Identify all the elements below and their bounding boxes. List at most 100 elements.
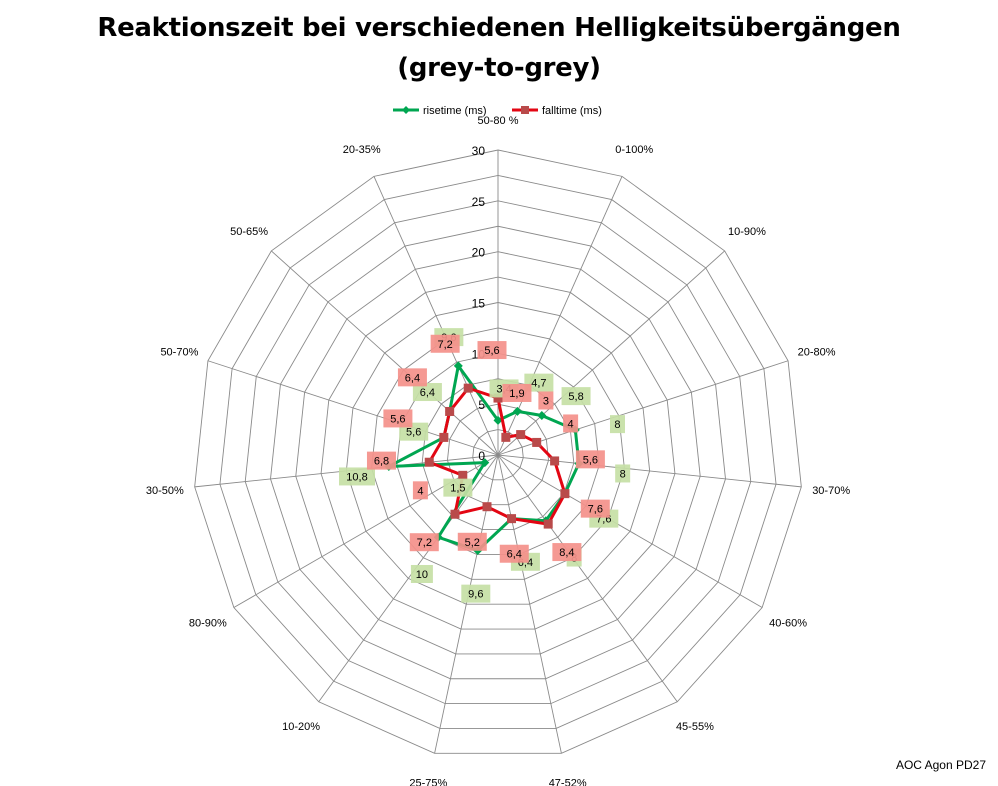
axis-tick-label: 15 [472, 297, 486, 311]
data-label-text: 4 [417, 485, 423, 497]
grid-spoke [497, 454, 562, 754]
data-label-risetime-ms-10-20: 10 [410, 564, 433, 583]
data-label-text: 3 [543, 395, 549, 407]
data-label-text: 1,9 [509, 388, 524, 400]
category-label-10-90: 10-90% [728, 226, 766, 238]
chart-title-line-2: (grey-to-grey) [397, 53, 601, 83]
data-label-bg [397, 368, 427, 387]
data-label-bg [561, 387, 591, 406]
data-label-risetime-ms-80-90: 1,5 [443, 478, 473, 497]
data-label-text: 6,4 [405, 372, 420, 384]
chart-title: Reaktionszeit bei verschiedenen Helligke… [0, 8, 998, 88]
category-label-30-50: 30-50% [146, 485, 184, 497]
grid-ring [396, 352, 600, 555]
data-label-bg [552, 543, 582, 562]
data-label-text: 10 [416, 569, 428, 581]
data-point-falltime-ms-30-70 [550, 456, 560, 466]
data-label-bg [430, 334, 460, 353]
data-point-falltime-ms-0-100 [501, 432, 511, 442]
legend-item-falltime-ms: falltime (ms) [512, 105, 602, 117]
legend-label: risetime (ms) [423, 105, 487, 117]
data-label-bg [580, 499, 610, 518]
data-point-risetime-ms-20-35 [453, 361, 463, 371]
data-label-text: 8,4 [559, 547, 574, 559]
data-label-text: 7,6 [588, 504, 603, 516]
grid-ring [270, 225, 726, 680]
grid-spoke [207, 360, 499, 456]
legend: risetime (ms) falltime (ms) [393, 105, 602, 117]
data-point-falltime-ms-50-65 [445, 406, 455, 416]
data-label-text: 5,6 [583, 454, 598, 466]
data-label-text: 6,4 [507, 549, 522, 561]
category-label-25-75: 25-75% [409, 778, 447, 786]
data-point-falltime-ms-20-80 [532, 437, 542, 447]
grid-ring [446, 403, 550, 506]
data-label-bg [609, 415, 625, 434]
data-label-bg [366, 451, 396, 470]
radial-axis-ticks: 051015202530 [472, 144, 486, 463]
axis-tick-label: 5 [478, 398, 485, 412]
grid-spoke [271, 250, 499, 456]
data-label-falltime-ms-30-70: 5,6 [575, 450, 605, 469]
legend-marker [521, 106, 529, 114]
grid-ring [219, 174, 777, 729]
data-label-bg [443, 478, 473, 497]
category-label-0-100: 0-100% [615, 144, 653, 156]
category-labels: 50-80 % 0-100% 10-90% 20-80% 30-70% 40-60% 45-… [146, 115, 850, 786]
axis-tick-label: 20 [472, 246, 486, 260]
data-label-text: 10,8 [346, 471, 367, 483]
data-label-text: 4,7 [531, 378, 546, 390]
data-label-text: 5,6 [484, 345, 499, 357]
category-label-45-55: 45-55% [676, 721, 714, 733]
data-label-bg [538, 391, 554, 410]
category-label-20-80: 20-80% [798, 346, 836, 358]
data-label-falltime-ms-0-100: 1,9 [502, 383, 532, 402]
data-point-falltime-ms-40-60 [560, 489, 570, 499]
data-label-bg [524, 373, 554, 392]
data-point-falltime-ms-47-52 [507, 514, 517, 524]
data-point-falltime-ms-30-50 [424, 457, 434, 467]
data-label-bg [461, 584, 491, 603]
data-label-bg [339, 467, 376, 486]
data-point-falltime-ms-10-90 [516, 430, 526, 440]
category-label-50-65: 50-65% [230, 226, 268, 238]
data-label-bg [563, 414, 579, 433]
data-label-text: 6,4 [420, 387, 435, 399]
category-label-47-52: 47-52% [549, 778, 587, 786]
axis-tick-label: 0 [478, 449, 485, 463]
data-point-falltime-ms-25-75 [482, 502, 492, 512]
data-point-falltime-ms-80-90 [458, 470, 468, 480]
chart-title-line-1: Reaktionszeit bei verschiedenen Helligke… [97, 13, 901, 43]
data-point-falltime-ms-45-55 [543, 519, 553, 529]
data-label-falltime-ms-20-80: 4 [563, 414, 579, 433]
data-label-falltime-ms-50-70: 5,6 [383, 409, 413, 428]
data-point-risetime-ms-10-90 [537, 411, 547, 421]
data-label-falltime-ms-50-65: 6,4 [397, 368, 427, 387]
data-label-risetime-ms-10-90: 5,8 [561, 387, 591, 406]
data-label-falltime-ms-30-50: 6,8 [366, 451, 396, 470]
grid-ring [371, 327, 625, 580]
data-label-bg [477, 341, 507, 360]
data-label-text: 5,8 [568, 391, 583, 403]
category-label-50-70: 50-70% [160, 346, 198, 358]
data-label-risetime-ms-30-50: 10,8 [339, 467, 376, 486]
data-label-text: 1,5 [450, 483, 465, 495]
series-falltime-ms [424, 383, 570, 529]
data-label-bg [410, 564, 433, 583]
data-label-text: 5,6 [390, 413, 405, 425]
data-label-bg [412, 481, 428, 500]
data-label-risetime-ms-50-65: 6,4 [412, 383, 442, 402]
grid-ring [194, 149, 802, 754]
legend-item-risetime-ms: risetime (ms) [393, 105, 487, 117]
data-label-text: 5,2 [465, 537, 480, 549]
data-point-falltime-ms-50-70 [439, 432, 449, 442]
radar-grid [194, 149, 802, 754]
grid-ring [295, 251, 701, 655]
data-label-bg [499, 544, 529, 563]
data-label-text: 5,6 [406, 427, 421, 439]
data-label-text: 8 [614, 419, 620, 431]
category-label-10-20: 10-20% [282, 721, 320, 733]
data-label-text: 6,8 [374, 456, 389, 468]
data-point-falltime-ms-50-80 [493, 393, 503, 403]
category-label-40-60: 40-60% [769, 618, 807, 630]
